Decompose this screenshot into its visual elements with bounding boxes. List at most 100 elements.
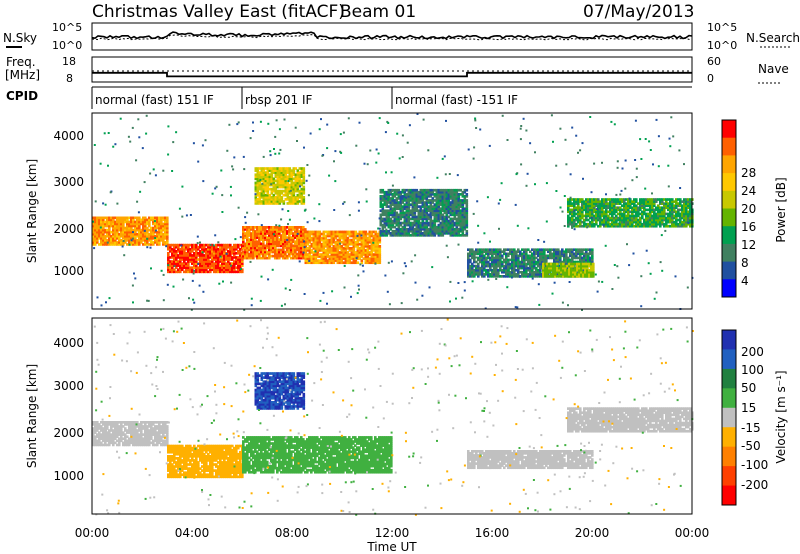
heat-cell (409, 227, 413, 231)
heat-cell (264, 200, 268, 203)
heat-cell (256, 234, 259, 237)
heat-cell (387, 232, 391, 235)
heat-cell (427, 223, 431, 227)
heat-cell (288, 187, 292, 191)
heat-cell (326, 249, 330, 252)
heat-cell (185, 245, 188, 249)
heat-cell (449, 229, 453, 233)
heat-cell (397, 221, 401, 225)
heat-cell (581, 202, 584, 205)
heat-cell (352, 249, 356, 252)
heat-cell (685, 214, 688, 218)
heat-cell (469, 252, 472, 256)
heat-cell (411, 223, 415, 227)
heat-cell (268, 230, 271, 233)
heat-cell (501, 250, 504, 254)
heat-cell (296, 175, 300, 179)
heat-cell (187, 254, 190, 257)
heat-cell (401, 209, 405, 213)
heat-cell (364, 259, 368, 262)
heat-cell (675, 216, 678, 220)
heat-cell (493, 275, 496, 278)
heat-cell (399, 234, 403, 237)
heat-cell (525, 266, 528, 270)
heat-cell (278, 232, 281, 235)
heat-cell (256, 183, 260, 187)
heat-cell (235, 243, 238, 247)
heat-cell (515, 264, 518, 268)
heat-cell (276, 196, 280, 199)
heat-cell (549, 256, 552, 260)
heat-cell (597, 204, 600, 208)
heat-cell (229, 250, 232, 253)
heat-cell (395, 201, 399, 204)
heat-cell (541, 254, 544, 258)
heat-cell (661, 210, 664, 214)
heat-cell (364, 240, 368, 244)
heat-cell (150, 237, 153, 240)
heat-cell (681, 206, 684, 210)
heat-cell (203, 254, 206, 257)
heat-cell (314, 257, 318, 260)
heat-cell (128, 216, 131, 220)
heat-cell (431, 205, 435, 208)
heat-cell (302, 196, 306, 199)
heat-cell (571, 260, 574, 264)
heat-cell (461, 190, 465, 194)
heat-cell (429, 219, 433, 223)
heat-cell (557, 248, 560, 252)
heat-cell (447, 203, 451, 206)
heat-cell (284, 244, 287, 248)
heat-cell (586, 270, 589, 274)
heat-cell (358, 242, 362, 246)
heat-cell (284, 198, 288, 201)
heat-cell (258, 177, 262, 181)
heat-cell (276, 256, 279, 260)
heat-cell (290, 250, 293, 254)
heat-cell (116, 228, 119, 232)
heat-cell (599, 220, 602, 224)
heat-cell (435, 232, 439, 235)
heat-cell (300, 232, 303, 235)
heat-cell (298, 256, 301, 260)
heat-cell (294, 252, 297, 256)
heat-cell (217, 266, 220, 270)
heat-cell (274, 252, 277, 256)
heat-cell (169, 245, 172, 249)
heat-cell (370, 242, 374, 246)
heat-cell (364, 245, 368, 248)
heat-cell (252, 240, 255, 244)
heat-cell (559, 256, 562, 260)
heat-cell (264, 250, 267, 254)
heat-cell (445, 201, 449, 204)
heat-cell (529, 275, 532, 278)
heat-cell (525, 248, 528, 252)
heat-cell (201, 252, 204, 255)
heat-cell (286, 254, 289, 258)
heat-cell (268, 169, 272, 172)
heat-cell (449, 221, 453, 225)
heat-cell (689, 216, 692, 220)
heat-cell (411, 225, 415, 229)
heat-cell (445, 215, 449, 219)
heat-cell (535, 260, 538, 264)
heat-cell (493, 250, 496, 254)
heat-cell (342, 255, 346, 258)
heat-cell (483, 260, 486, 264)
heat-cell (156, 243, 159, 246)
heat-cell (112, 228, 115, 232)
heat-cell (286, 183, 290, 187)
heat-cell (211, 245, 214, 249)
heat-cell (219, 266, 222, 270)
heat-cell (366, 240, 370, 244)
heat-cell (603, 220, 606, 224)
heat-cell (326, 247, 330, 250)
heat-cell (574, 273, 577, 276)
heat-cell (589, 202, 592, 205)
heat-cell (346, 245, 350, 248)
heat-cell (320, 232, 324, 236)
heat-cell (215, 254, 218, 257)
heat-cell (439, 203, 443, 206)
heat-cell (655, 212, 658, 216)
heat-cell (235, 252, 238, 255)
